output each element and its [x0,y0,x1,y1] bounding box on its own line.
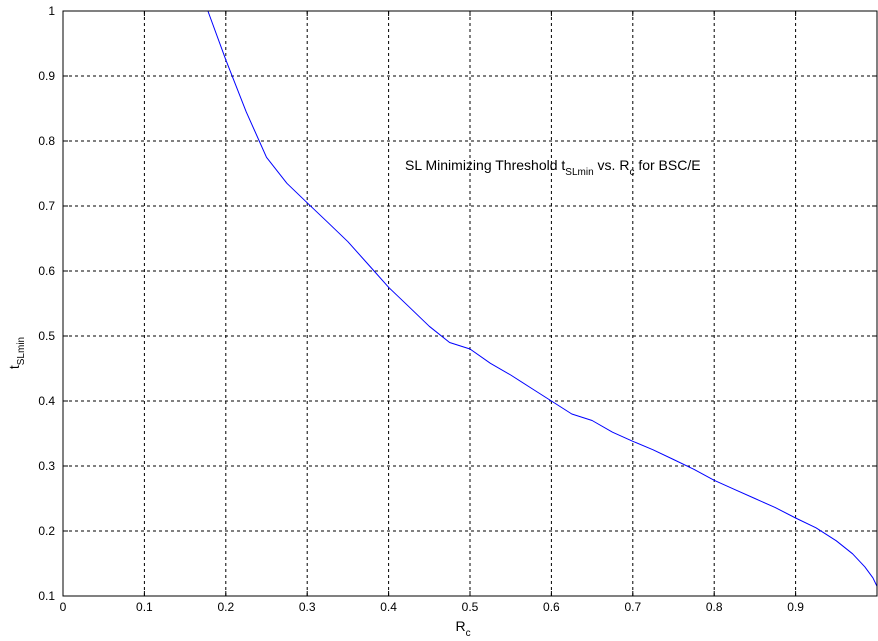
grid [63,11,877,596]
x-tick-label: 0 [60,600,67,614]
x-tick-label: 0.7 [624,600,641,614]
x-tick-label: 0.9 [787,600,804,614]
y-tick-label: 0.9 [38,69,55,83]
x-axis-label: Rc [455,618,470,639]
x-tick-label: 0.5 [462,600,479,614]
x-tick-label: 0.3 [299,600,316,614]
y-tick-label: 0.2 [38,524,55,538]
ticks [62,10,877,597]
x-tick-label: 0.8 [706,600,723,614]
y-tick-label: 0.3 [38,459,55,473]
x-tick-label: 0.6 [543,600,560,614]
x-tick-label: 0.2 [217,600,234,614]
series-group [63,10,878,587]
series-line [63,10,878,587]
y-axis-label: tSLmin [6,337,27,369]
tick-labels: 0 0.1 0.2 0.3 0.4 0.5 0.6 0.7 0.8 0.9 0.1 0.2 0.3 0.4… [38,4,804,614]
y-tick-label: 0.1 [38,589,55,603]
y-tick-label: 1 [48,4,55,18]
y-tick-label: 0.5 [38,329,55,343]
chart-annotation: SL Minimizing Threshold tSLmin vs. Rc fo… [405,157,701,178]
y-tick-label: 0.6 [38,264,55,278]
y-tick-label: 0.4 [38,394,55,408]
y-tick-label: 0.7 [38,199,55,213]
x-tick-label: 0.4 [380,600,397,614]
x-tick-label: 0.1 [136,600,153,614]
y-tick-label: 0.8 [38,134,55,148]
